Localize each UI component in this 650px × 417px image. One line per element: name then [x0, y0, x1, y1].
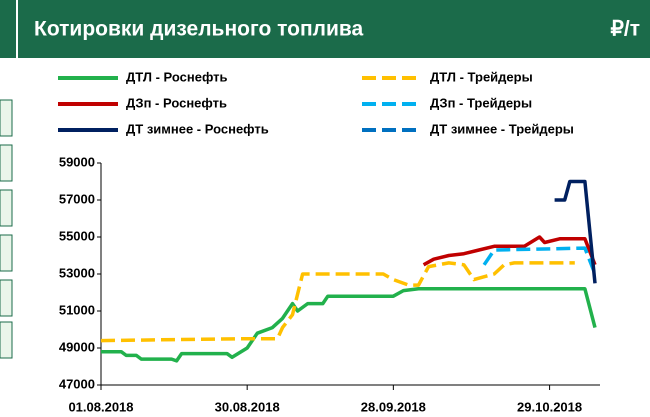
y-tick-label: 49000: [59, 339, 95, 354]
legend-label: ДТЛ - Роснефть: [126, 69, 228, 84]
side-cell: [0, 321, 13, 359]
series-line: [554, 179, 597, 284]
side-cell: [0, 234, 13, 272]
x-tick-label: 01.08.2018: [68, 399, 133, 414]
y-tick-label: 47000: [59, 376, 95, 391]
side-cell: [0, 189, 13, 227]
series-line: [482, 246, 597, 275]
series-line: [422, 235, 597, 267]
side-cell: [0, 144, 13, 182]
series-line: [101, 287, 597, 363]
chart-title: Котировки дизельного топлива: [34, 18, 364, 41]
legend-label: ДТ зимнее - Трейдеры: [430, 121, 574, 136]
y-tick-label: 53000: [59, 265, 95, 280]
y-tick-label: 59000: [59, 154, 95, 169]
x-tick-label: 30.08.2018: [215, 399, 280, 414]
legend-label: ДТ зимнее - Роснефть: [126, 121, 269, 136]
side-panel-header: [0, 0, 16, 58]
x-tick-label: 28.09.2018: [361, 399, 426, 414]
unit-label: ₽/т: [611, 18, 640, 41]
y-tick-label: 55000: [59, 228, 95, 243]
side-panel: [0, 99, 13, 359]
legend-label: ДЗп - Трейдеры: [430, 95, 532, 110]
side-cell: [0, 99, 13, 137]
legend-label: ДТЛ - Трейдеры: [430, 69, 533, 84]
y-tick-label: 51000: [59, 302, 95, 317]
legend-label: ДЗп - Роснефть: [126, 95, 227, 110]
y-tick-label: 57000: [59, 191, 95, 206]
header-bar: [18, 0, 650, 58]
series-line: [100, 261, 575, 343]
side-cell: [0, 279, 13, 317]
x-tick-label: 29.10.2018: [517, 399, 582, 414]
